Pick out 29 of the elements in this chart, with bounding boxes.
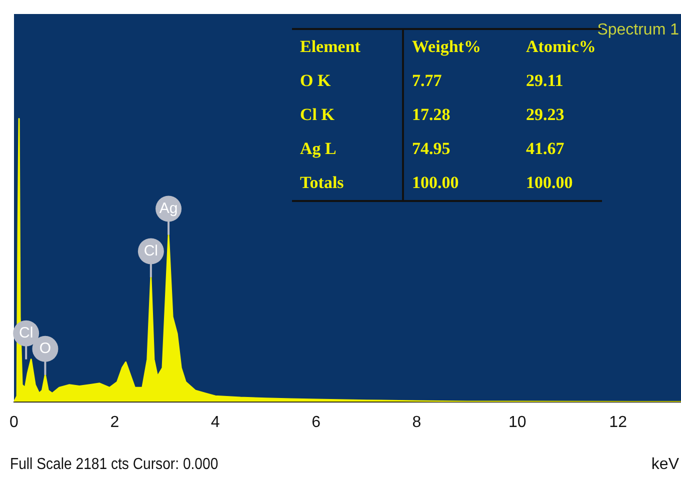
x-tick-label: 12 (609, 414, 628, 431)
annotation: Cl (18, 324, 34, 342)
chart-title: Spectrum 1 (597, 21, 680, 38)
annotation: 29.23 (525, 104, 566, 126)
annotation: 74.95 (411, 138, 452, 160)
annotation: Cl (144, 242, 158, 260)
annotation: Totals (292, 166, 403, 201)
annotation: 100.00 (518, 166, 602, 201)
x-tick-label: 8 (412, 414, 422, 431)
annotation: 41.67 (525, 138, 566, 160)
text: Full Scale 2181 cts Cursor: 0.000 (10, 456, 218, 474)
x-tick-label: 0 (10, 414, 19, 431)
text: Element (292, 29, 403, 64)
annotation: 17.28 (411, 104, 452, 126)
annotation: Ag L (292, 132, 403, 166)
text: Atomic% (526, 37, 596, 56)
x-tick-label: 4 (210, 414, 220, 431)
annotation: O (39, 340, 52, 358)
annotation: Cl K (292, 98, 403, 132)
text: O K (292, 64, 403, 98)
annotation: Ag (159, 200, 178, 217)
text: 7.77 (411, 70, 443, 92)
text: Weight% (403, 29, 518, 64)
annotation: 100.00 (403, 166, 518, 201)
text: 29.11 (525, 70, 564, 92)
x-axis-title: keV (651, 456, 679, 474)
x-tick-label: 2 (110, 414, 120, 431)
x-tick-label: 6 (312, 414, 321, 431)
x-tick-label: 10 (508, 414, 526, 431)
